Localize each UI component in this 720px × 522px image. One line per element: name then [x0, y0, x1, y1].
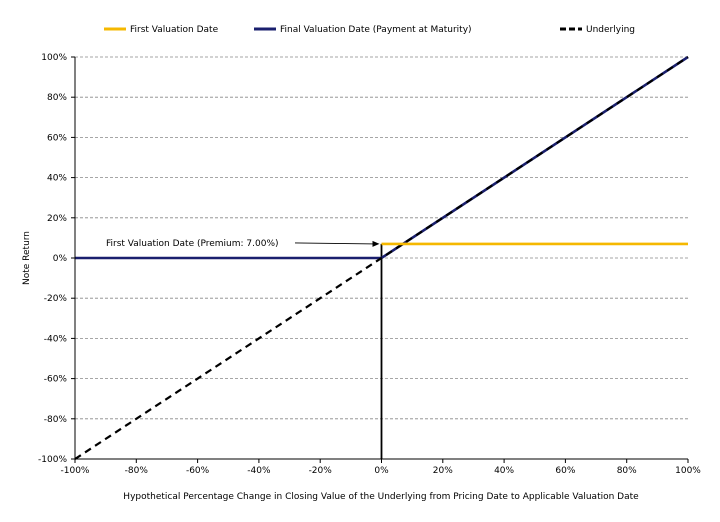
legend-label-underlying: Underlying	[586, 25, 635, 35]
series-line-final-valuation-date-payment-at-maturity	[75, 55, 689, 260]
y-tick-label: 100%	[41, 53, 67, 63]
x-tick-label: 80%	[617, 466, 637, 476]
x-tick-label: -100%	[61, 466, 90, 476]
y-tick-label: 60%	[47, 133, 67, 143]
x-tick-label: 100%	[675, 466, 701, 476]
annotation-arrowhead	[372, 240, 380, 247]
y-axis-title: Note Return	[22, 231, 32, 285]
x-tick-label: 20%	[433, 466, 453, 476]
x-tick-label: 60%	[555, 466, 575, 476]
annotations: First Valuation Date (Premium: 7.00%)	[106, 239, 380, 249]
series-line-underlying	[74, 56, 689, 460]
x-axis-title: Hypothetical Percentage Change in Closin…	[123, 492, 639, 502]
x-tick-label: 40%	[494, 466, 514, 476]
y-tick-label: -80%	[44, 415, 68, 425]
legend: First Valuation Date Final Valuation Date…	[104, 25, 635, 35]
axes: -100% -80% -60% -40% -20% 0% 20% 40% 60% 80% 100% -…	[38, 53, 701, 476]
y-tick-label: -100%	[38, 455, 67, 465]
series-layer	[74, 55, 689, 460]
annotation-label: First Valuation Date (Premium: 7.00%)	[106, 239, 279, 249]
legend-label-first-valuation-date: First Valuation Date	[130, 25, 219, 35]
annotation-arrow-line	[294, 242, 375, 245]
x-tick-label: -60%	[186, 466, 210, 476]
y-tick-label: 20%	[47, 214, 67, 224]
x-tick-label: 0%	[374, 466, 389, 476]
y-tick-label: -40%	[44, 334, 68, 344]
y-tick-label: 0%	[53, 254, 68, 264]
x-tick-label: -40%	[247, 466, 271, 476]
y-tick-label: -60%	[44, 375, 68, 385]
y-tick-label: -20%	[44, 294, 68, 304]
y-tick-label: 40%	[47, 174, 67, 184]
legend-label-final-valuation-date-payment-at-maturity: Final Valuation Date (Payment at Maturit…	[280, 25, 472, 35]
y-tick-label: 80%	[47, 93, 67, 103]
x-tick-label: -20%	[309, 466, 333, 476]
x-tick-label: -80%	[125, 466, 149, 476]
